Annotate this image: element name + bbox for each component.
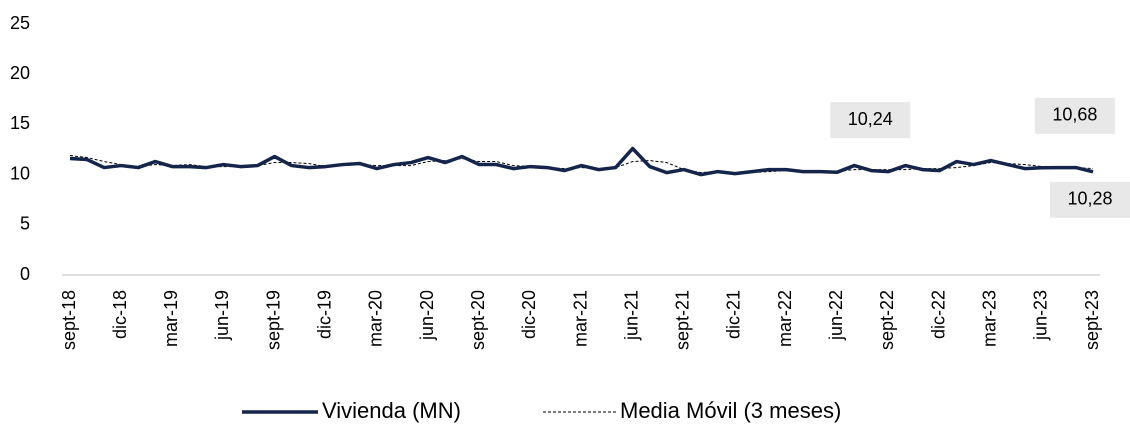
x-tick-label: mar-23 — [979, 290, 999, 347]
x-tick-label: jun-21 — [621, 290, 641, 341]
y-tick-label: 25 — [10, 13, 30, 33]
legend-label: Media Móvil (3 meses) — [620, 398, 841, 423]
x-tick-label: dic-18 — [110, 290, 130, 339]
x-tick-label: dic-20 — [519, 290, 539, 339]
x-tick-label: jun-20 — [417, 290, 437, 341]
data-label-box — [1034, 97, 1115, 134]
x-tick-label: mar-19 — [161, 290, 181, 347]
x-tick-label: sept-19 — [263, 290, 283, 350]
y-tick-label: 0 — [20, 264, 30, 284]
y-tick-label: 10 — [10, 163, 30, 183]
x-tick-label: sept-18 — [59, 290, 79, 350]
data-label-box — [830, 102, 911, 139]
y-tick-label: 20 — [10, 63, 30, 83]
x-tick-label: dic-21 — [724, 290, 744, 339]
series-line — [69, 146, 1094, 177]
x-tick-label: jun-23 — [1031, 290, 1051, 341]
x-tick-label: sept-22 — [877, 290, 897, 350]
data-label-box — [1050, 181, 1130, 218]
x-tick-label: mar-20 — [366, 290, 386, 347]
y-tick-label: 15 — [10, 113, 30, 133]
x-tick-label: dic-19 — [315, 290, 335, 339]
data-label: 10,68 — [1052, 105, 1097, 125]
x-tick-label: jun-22 — [826, 290, 846, 341]
y-tick-label: 5 — [20, 214, 30, 234]
x-tick-label: mar-22 — [775, 290, 795, 347]
legend-label: Vivienda (MN) — [322, 398, 461, 423]
x-tick-label: mar-21 — [570, 290, 590, 347]
x-tick-label: sept-21 — [673, 290, 693, 350]
x-tick-label: sept-20 — [468, 290, 488, 350]
x-tick-label: dic-22 — [928, 290, 948, 339]
x-tick-label: jun-19 — [212, 290, 232, 341]
data-label: 10,24 — [848, 109, 893, 129]
x-tick-label: sept-23 — [1082, 290, 1102, 350]
data-label: 10,28 — [1067, 189, 1112, 209]
